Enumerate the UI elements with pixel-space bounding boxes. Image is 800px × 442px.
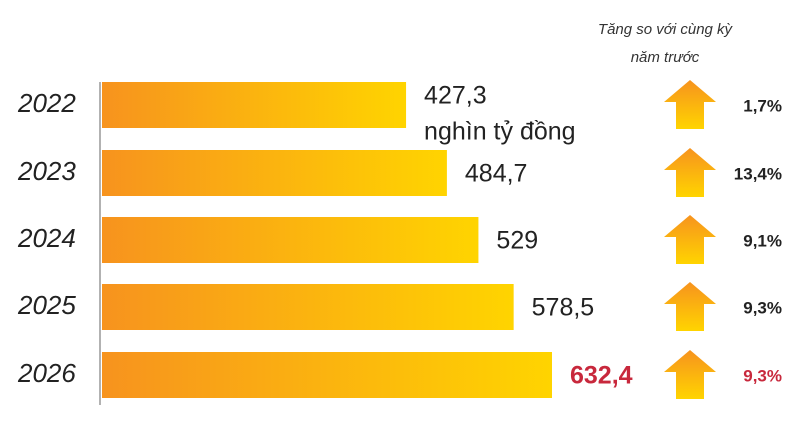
- category-label: 2026: [17, 358, 76, 388]
- bar: [102, 150, 447, 196]
- value-label: 529: [496, 227, 538, 255]
- growth-header: Tăng so với cùng kỳ: [598, 21, 734, 38]
- growth-label: 1,7%: [743, 96, 782, 115]
- growth-arrow: [664, 215, 716, 264]
- growth-label: 13,4%: [734, 164, 782, 183]
- value-label: 632,4: [570, 362, 633, 390]
- growth-label: 9,3%: [743, 366, 782, 385]
- growth-label: 9,1%: [743, 231, 782, 250]
- growth-arrow: [664, 282, 716, 331]
- category-label: 2023: [17, 156, 76, 186]
- value-label: 578,5: [532, 294, 595, 322]
- growth-header: năm trước: [631, 49, 700, 66]
- category-label: 2025: [17, 290, 76, 320]
- growth-label: 9,3%: [743, 298, 782, 317]
- bar: [102, 217, 479, 263]
- category-label: 2024: [17, 223, 76, 253]
- growth-arrow: [664, 350, 716, 399]
- growth-arrow: [664, 80, 716, 129]
- value-label: 484,7: [465, 160, 528, 188]
- bar: [102, 352, 552, 398]
- value-label: 427,3: [424, 82, 487, 110]
- growth-arrow: [664, 148, 716, 197]
- bar: [102, 82, 407, 128]
- bar: [102, 284, 514, 330]
- unit-label: nghìn tỷ đồng: [424, 118, 576, 146]
- category-label: 2022: [17, 88, 76, 118]
